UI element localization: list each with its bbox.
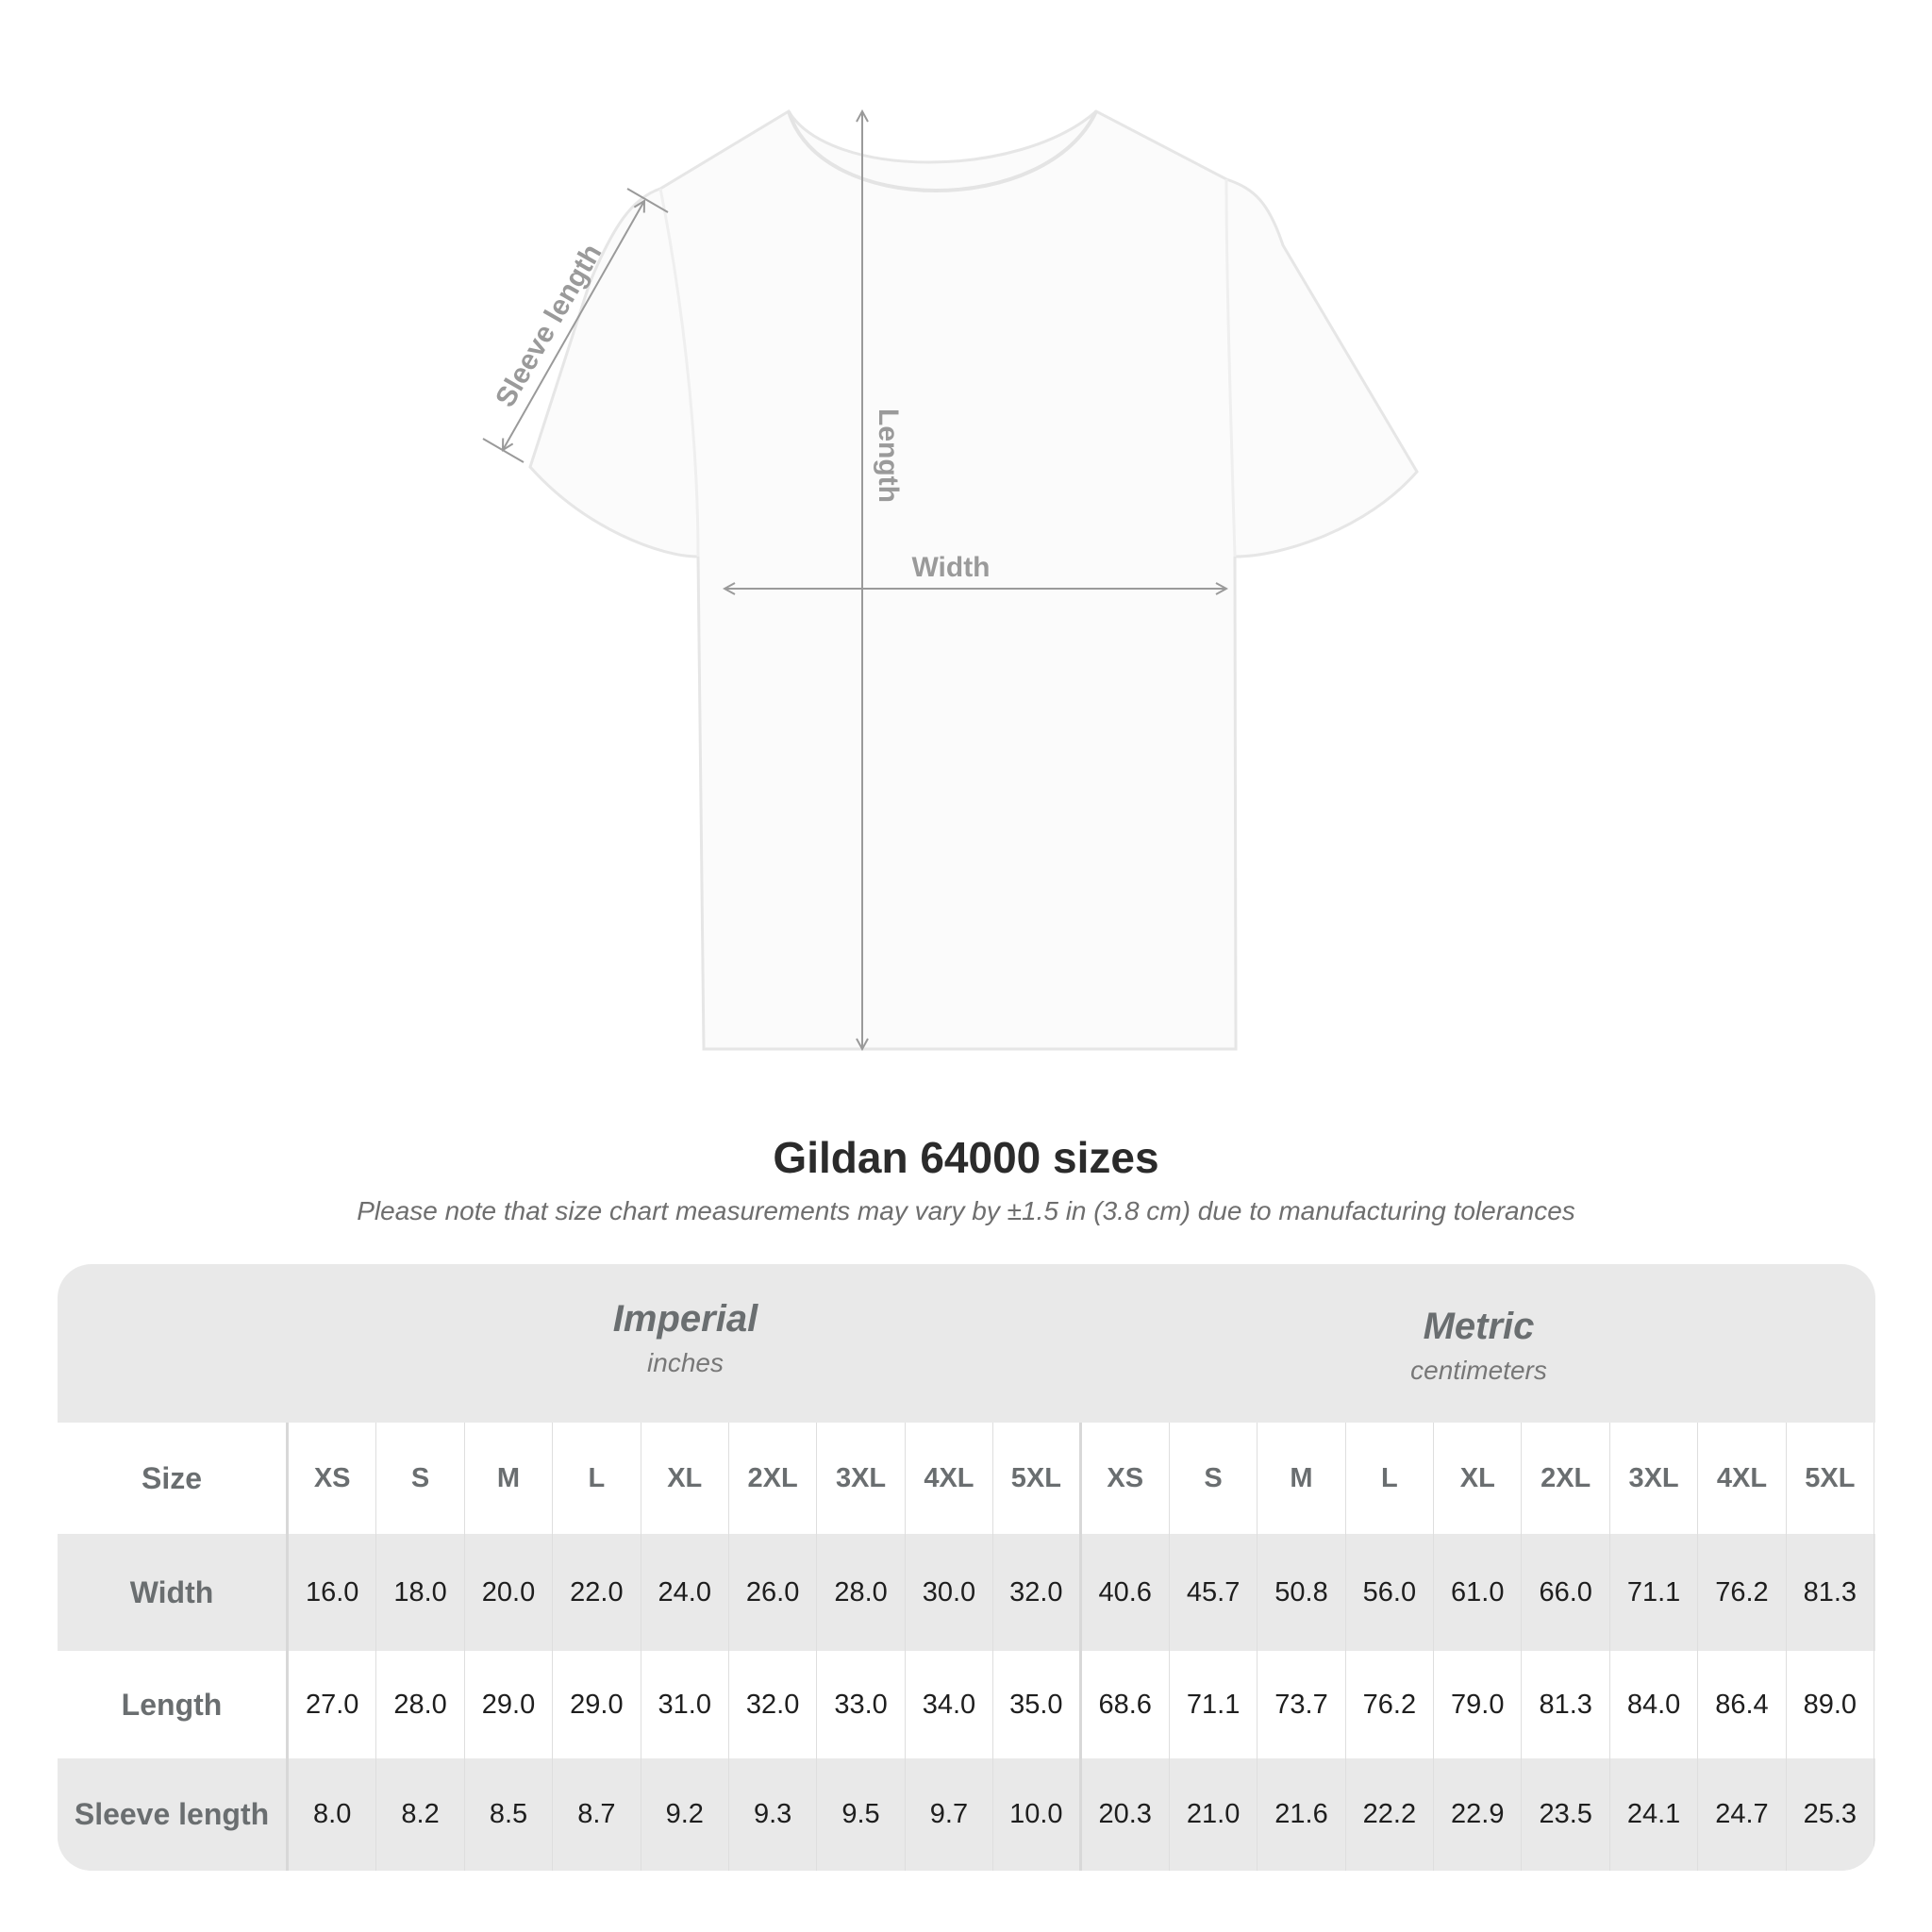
row-label: Sleeve length xyxy=(58,1758,289,1871)
table-cell: 25.3 xyxy=(1787,1758,1875,1871)
size-header-cell: 5XL xyxy=(1787,1423,1875,1534)
table-cell: 89.0 xyxy=(1787,1651,1875,1758)
table-cell: 8.2 xyxy=(376,1758,465,1871)
table-cell: 35.0 xyxy=(993,1651,1082,1758)
table-cell: 84.0 xyxy=(1610,1651,1699,1758)
table-cell: 66.0 xyxy=(1522,1534,1610,1651)
table-cell: 22.9 xyxy=(1434,1758,1523,1871)
size-header-row: Size XS S M L XL 2XL 3XL 4XL 5XL XS S M L XL 2XL 3XL 4XL 5… xyxy=(58,1423,1875,1534)
table-cell: 50.8 xyxy=(1257,1534,1346,1651)
row-label: Length xyxy=(58,1651,289,1758)
table-cell: 71.1 xyxy=(1610,1534,1699,1651)
table-cell: 68.6 xyxy=(1082,1651,1170,1758)
size-header-cell: S xyxy=(1170,1423,1258,1534)
row-label: Size xyxy=(58,1423,289,1534)
size-header-cell: 2XL xyxy=(1522,1423,1610,1534)
table-cell: 9.2 xyxy=(641,1758,729,1871)
table-cell: 18.0 xyxy=(376,1534,465,1651)
table-cell: 16.0 xyxy=(289,1534,377,1651)
table-cell: 24.0 xyxy=(641,1534,729,1651)
table-cell: 73.7 xyxy=(1257,1651,1346,1758)
table-cell: 79.0 xyxy=(1434,1651,1523,1758)
table-cell: 81.3 xyxy=(1522,1651,1610,1758)
table-cell: 30.0 xyxy=(906,1534,994,1651)
table-cell: 71.1 xyxy=(1170,1651,1258,1758)
table-cell: 33.0 xyxy=(817,1651,906,1758)
table-cell: 45.7 xyxy=(1170,1534,1258,1651)
size-header-cell: L xyxy=(553,1423,641,1534)
size-header-cell: S xyxy=(376,1423,465,1534)
table-cell: 29.0 xyxy=(553,1651,641,1758)
table-cell: 10.0 xyxy=(993,1758,1082,1871)
table-cell: 27.0 xyxy=(289,1651,377,1758)
table-cell: 76.2 xyxy=(1346,1651,1435,1758)
length-label: Length xyxy=(873,408,904,503)
table-cell: 31.0 xyxy=(641,1651,729,1758)
table-cell: 20.3 xyxy=(1082,1758,1170,1871)
table-cell: 9.7 xyxy=(906,1758,994,1871)
size-header-cell: 5XL xyxy=(993,1423,1082,1534)
table-row: Width 16.0 18.0 20.0 22.0 24.0 26.0 28.0 30.0 32.… xyxy=(58,1534,1875,1651)
table-cell: 8.0 xyxy=(289,1758,377,1871)
table-cell: 22.0 xyxy=(553,1534,641,1651)
table-cell: 86.4 xyxy=(1698,1651,1787,1758)
table-cell: 9.3 xyxy=(729,1758,818,1871)
table-cell: 24.7 xyxy=(1698,1758,1787,1871)
imperial-unit: inches xyxy=(647,1348,724,1377)
tolerance-note: Please note that size chart measurements… xyxy=(357,1196,1575,1225)
size-header-cell: 2XL xyxy=(729,1423,818,1534)
tshirt-diagram: Length Width Sleeve length xyxy=(482,108,1419,1085)
table-cell: 23.5 xyxy=(1522,1758,1610,1871)
size-header-cell: M xyxy=(1257,1423,1346,1534)
table-cell: 20.0 xyxy=(465,1534,554,1651)
table-cell: 29.0 xyxy=(465,1651,554,1758)
table-cell: 81.3 xyxy=(1787,1534,1875,1651)
table-cell: 22.2 xyxy=(1346,1758,1435,1871)
table-cell: 21.0 xyxy=(1170,1758,1258,1871)
table-cell: 61.0 xyxy=(1434,1534,1523,1651)
size-header-cell: 4XL xyxy=(906,1423,994,1534)
size-header-cell: 3XL xyxy=(1610,1423,1699,1534)
table-cell: 21.6 xyxy=(1257,1758,1346,1871)
table-cell: 34.0 xyxy=(906,1651,994,1758)
size-header-cell: XL xyxy=(1434,1423,1523,1534)
imperial-header: Imperial inches xyxy=(289,1264,1082,1423)
imperial-title: Imperial xyxy=(612,1298,758,1340)
size-table: Imperial inches Metric centimeters Size X… xyxy=(58,1264,1875,1871)
size-header-cell: 4XL xyxy=(1698,1423,1787,1534)
table-row: Sleeve length 8.0 8.2 8.5 8.7 9.2 9.3 9.5 9.7 10.… xyxy=(58,1758,1875,1871)
table-cell: 26.0 xyxy=(729,1534,818,1651)
table-cell: 32.0 xyxy=(993,1534,1082,1651)
table-row: Length 27.0 28.0 29.0 29.0 31.0 32.0 33.0 34.0 35… xyxy=(58,1651,1875,1758)
size-header-cell: 3XL xyxy=(817,1423,906,1534)
size-header-cell: L xyxy=(1346,1423,1435,1534)
table-cell: 8.7 xyxy=(553,1758,641,1871)
sleeve-arrow xyxy=(503,201,644,450)
metric-unit: centimeters xyxy=(1410,1356,1547,1385)
metric-header: Metric centimeters xyxy=(1082,1264,1875,1423)
size-header-cell: XL xyxy=(641,1423,729,1534)
row-label: Width xyxy=(58,1534,289,1651)
table-cell: 40.6 xyxy=(1082,1534,1170,1651)
table-cell: 28.0 xyxy=(817,1534,906,1651)
size-header-cell: XS xyxy=(289,1423,377,1534)
table-cell: 9.5 xyxy=(817,1758,906,1871)
table-cell: 24.1 xyxy=(1610,1758,1699,1871)
table-cell: 8.5 xyxy=(465,1758,554,1871)
table-cell: 28.0 xyxy=(376,1651,465,1758)
metric-title: Metric xyxy=(1423,1306,1535,1347)
table-cell: 76.2 xyxy=(1698,1534,1787,1651)
width-label: Width xyxy=(911,552,990,583)
table-cell: 32.0 xyxy=(729,1651,818,1758)
size-header-cell: XS xyxy=(1082,1423,1170,1534)
size-header-cell: M xyxy=(465,1423,554,1534)
page-title: Gildan 64000 sizes xyxy=(773,1133,1159,1182)
table-cell: 56.0 xyxy=(1346,1534,1435,1651)
